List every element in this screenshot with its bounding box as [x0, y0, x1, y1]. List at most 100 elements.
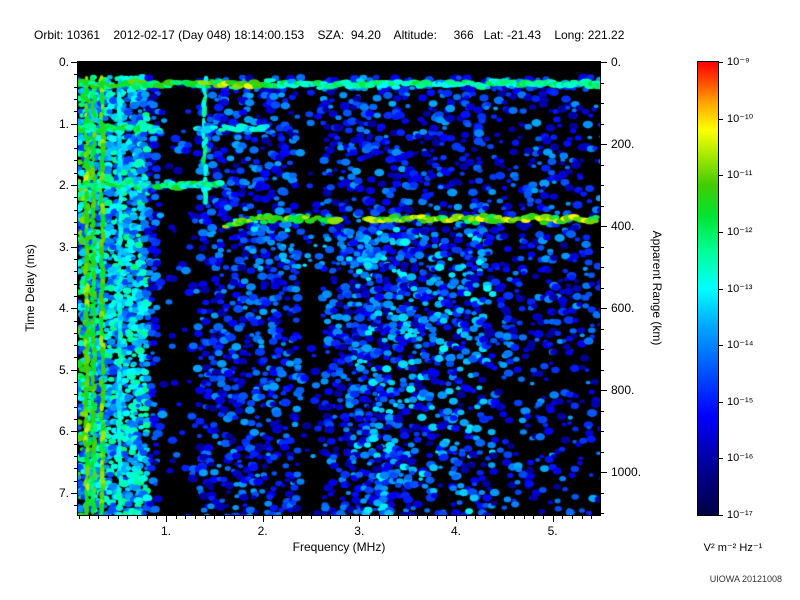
x-axis-title: Frequency (MHz) [292, 540, 386, 554]
colorbar-tick [719, 515, 723, 516]
y-axis-tick-label: 3. [58, 239, 69, 254]
colorbar-tick [719, 288, 723, 290]
y-axis-major-tick [71, 431, 77, 433]
x-axis-minor-tick [156, 516, 158, 519]
y-axis-tick-label: 4. [58, 301, 69, 316]
y-axis-major-tick [71, 246, 77, 248]
y-axis-major-tick [71, 369, 77, 371]
y-axis-minor-tick [74, 357, 77, 359]
colorbar-tick [719, 62, 723, 63]
x-axis-minor-tick [204, 516, 206, 519]
x-axis-minor-tick [291, 516, 293, 519]
y2-axis-tick-label: 200. [611, 137, 635, 152]
x-axis-minor-tick [484, 516, 486, 519]
y2-axis-minor-tick [601, 164, 604, 166]
y2-axis-minor-tick [601, 103, 604, 105]
y2-axis-tick-label: 600. [611, 301, 635, 316]
x-axis-major-tick [262, 516, 264, 522]
y-axis-minor-tick [74, 332, 77, 334]
y-axis-minor-tick [74, 86, 77, 88]
y-axis-minor-tick [74, 197, 77, 199]
colorbar-tick-label: 10⁻¹⁰ [727, 112, 754, 125]
y2-axis-minor-tick [601, 513, 604, 515]
y-axis-major-tick [71, 62, 77, 63]
x-axis-minor-tick [223, 516, 225, 519]
y-axis-minor-tick [74, 98, 77, 100]
y-axis-major-tick [71, 308, 77, 310]
x-axis-tick-label: 5. [547, 524, 558, 538]
y-axis-minor-tick [74, 172, 77, 174]
y2-axis-tick-label: 400. [611, 219, 635, 234]
y2-axis-major-tick [601, 472, 607, 474]
x-axis-major-tick [552, 516, 554, 522]
x-axis-minor-tick [146, 516, 148, 519]
y-axis-major-tick [71, 492, 77, 494]
colorbar-tick [719, 458, 723, 460]
y-axis-tick-label: 0. [58, 55, 69, 69]
x-axis-minor-tick [117, 516, 119, 519]
x-axis-minor-tick [388, 516, 390, 519]
x-axis-minor-tick [571, 516, 573, 519]
y2-axis-major-tick [601, 308, 607, 310]
header-info: Orbit: 10361 2012-02-17 (Day 048) 18:14:… [34, 28, 625, 42]
colorbar-tick [719, 401, 723, 403]
x-axis-minor-tick [98, 516, 100, 519]
x-axis-minor-tick [581, 516, 583, 519]
x-axis-minor-tick [136, 516, 138, 519]
x-axis-minor-tick [591, 516, 593, 519]
x-axis-tick-label: 3. [354, 524, 365, 538]
y-axis-minor-tick [74, 234, 77, 236]
y-axis-minor-tick [74, 320, 77, 322]
y2-axis-title: Apparent Range (km) [650, 230, 664, 346]
y2-axis-minor-tick [601, 431, 604, 433]
colorbar-tick [719, 231, 723, 233]
x-axis-minor-tick [339, 516, 341, 519]
x-axis-major-tick [455, 516, 457, 522]
x-axis-minor-tick [330, 516, 332, 519]
x-axis-tick-label: 1. [160, 524, 171, 538]
y2-axis-tick-label: 0. [611, 55, 622, 69]
y-axis-major-tick [71, 185, 77, 187]
x-axis-minor-tick [185, 516, 187, 519]
colorbar-tick-label: 10⁻¹⁴ [727, 339, 754, 352]
colorbar-tick-label: 10⁻¹⁵ [727, 395, 754, 408]
x-axis-minor-tick [513, 516, 515, 519]
x-axis-minor-tick [272, 516, 274, 519]
y-axis-minor-tick [74, 160, 77, 162]
y2-axis-minor-tick [601, 287, 604, 289]
y2-axis-minor-tick [601, 451, 604, 453]
y-axis-minor-tick [74, 468, 77, 470]
y-axis-minor-tick [74, 258, 77, 260]
y2-axis-major-tick [601, 226, 607, 228]
x-axis-minor-tick [523, 516, 525, 519]
x-axis-minor-tick [320, 516, 322, 519]
colorbar-tick-label: 10⁻¹⁷ [727, 509, 753, 521]
x-axis-minor-tick [301, 516, 303, 519]
y2-axis-minor-tick [601, 82, 604, 84]
y-axis-minor-tick [74, 418, 77, 420]
y2-axis-tick-label: 1000. [611, 465, 642, 480]
x-axis-tick-label: 4. [450, 524, 461, 538]
y-axis-tick-label: 5. [58, 362, 69, 377]
x-axis-minor-tick [378, 516, 380, 519]
y-axis-minor-tick [74, 135, 77, 137]
x-axis-minor-tick [88, 516, 90, 519]
x-axis-minor-tick [417, 516, 419, 519]
x-axis-minor-tick [194, 516, 196, 519]
y-axis-minor-tick [74, 111, 77, 113]
y-axis-minor-tick [74, 295, 77, 297]
colorbar [697, 61, 719, 516]
x-axis-minor-tick [78, 516, 80, 519]
y2-axis-minor-tick [601, 492, 604, 494]
y-axis-minor-tick [74, 222, 77, 224]
y2-axis-minor-tick [601, 246, 604, 248]
y-axis-tick-label: 1. [58, 116, 69, 131]
colorbar-tick [719, 118, 723, 120]
x-axis-minor-tick [127, 516, 129, 519]
y-axis-title: Time Delay (ms) [23, 244, 37, 332]
y2-axis-tick-label: 800. [611, 383, 635, 398]
y2-axis-major-tick [601, 62, 607, 63]
y-axis-minor-tick [74, 480, 77, 482]
colorbar-tick-label: 10⁻⁹ [727, 56, 750, 68]
